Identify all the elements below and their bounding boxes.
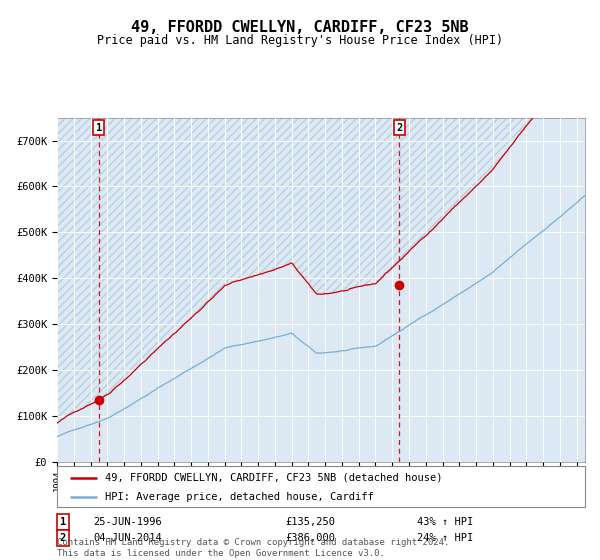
Text: £135,250: £135,250: [285, 517, 335, 527]
Text: 1: 1: [95, 123, 102, 133]
Text: 43% ↑ HPI: 43% ↑ HPI: [417, 517, 473, 527]
Text: 1: 1: [60, 517, 66, 527]
Text: 24% ↑ HPI: 24% ↑ HPI: [417, 533, 473, 543]
Text: 25-JUN-1996: 25-JUN-1996: [93, 517, 162, 527]
Text: Price paid vs. HM Land Registry's House Price Index (HPI): Price paid vs. HM Land Registry's House …: [97, 34, 503, 46]
Text: 04-JUN-2014: 04-JUN-2014: [93, 533, 162, 543]
Text: 49, FFORDD CWELLYN, CARDIFF, CF23 5NB: 49, FFORDD CWELLYN, CARDIFF, CF23 5NB: [131, 20, 469, 35]
Text: 49, FFORDD CWELLYN, CARDIFF, CF23 5NB (detached house): 49, FFORDD CWELLYN, CARDIFF, CF23 5NB (d…: [104, 473, 442, 483]
Text: HPI: Average price, detached house, Cardiff: HPI: Average price, detached house, Card…: [104, 492, 373, 502]
Text: 2: 2: [60, 533, 66, 543]
Text: 2: 2: [396, 123, 403, 133]
Text: £386,000: £386,000: [285, 533, 335, 543]
Text: Contains HM Land Registry data © Crown copyright and database right 2024.
This d: Contains HM Land Registry data © Crown c…: [57, 538, 449, 558]
